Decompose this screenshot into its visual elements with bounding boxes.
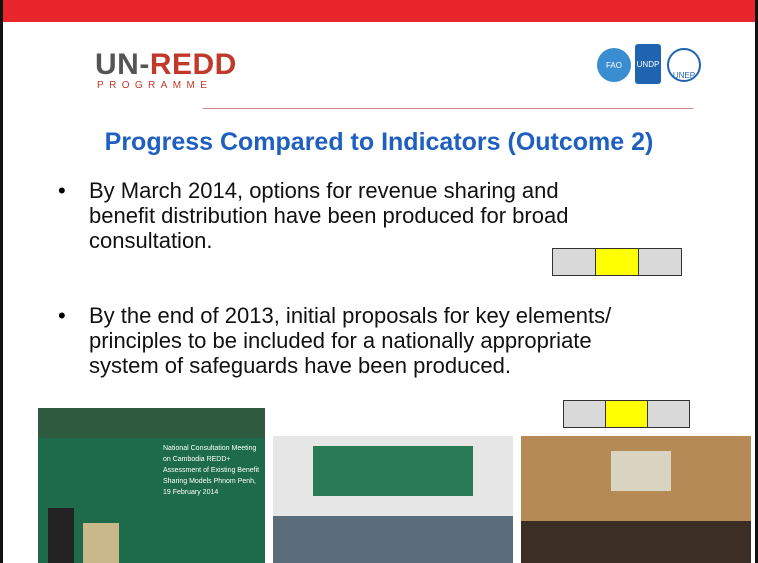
fao-logo: FAO xyxy=(597,48,631,82)
status-indicator xyxy=(563,400,690,428)
banner-text: National Consultation Meeting on Cambodi… xyxy=(163,443,261,498)
status-cell xyxy=(596,249,639,275)
slide: UN-REDD PROGRAMME FAO UNDP UNEP Progress… xyxy=(0,0,758,563)
top-bar xyxy=(3,0,758,22)
slide-title: Progress Compared to Indicators (Outcome… xyxy=(3,128,755,157)
logo-redd: REDD xyxy=(150,48,237,81)
unep-logo: UNEP xyxy=(667,48,701,82)
bullet-line: system of safeguards have been produced. xyxy=(89,353,729,378)
header-rule xyxy=(203,108,693,109)
status-cell xyxy=(639,249,681,275)
undp-logo: UNDP xyxy=(635,44,661,84)
logo-text: UN-REDD xyxy=(95,48,237,82)
status-cell xyxy=(648,401,689,427)
bullet-line: By the end of 2013, initial proposals fo… xyxy=(89,303,729,328)
bullet-line: principles to be included for a national… xyxy=(89,328,729,353)
photo-1: National Consultation Meeting on Cambodi… xyxy=(38,408,265,563)
photo-3 xyxy=(521,436,751,563)
bullet-dot: • xyxy=(58,303,66,329)
status-cell xyxy=(564,401,606,427)
status-indicator xyxy=(552,248,682,276)
bullet-line: By March 2014, options for revenue shari… xyxy=(89,178,729,203)
bullet-line: benefit distribution have been produced … xyxy=(89,203,729,228)
status-cell xyxy=(606,401,648,427)
logo-subtitle: PROGRAMME xyxy=(97,80,212,91)
status-cell xyxy=(553,249,596,275)
logo-un: UN- xyxy=(95,48,150,81)
bullet-dot: • xyxy=(58,178,66,204)
photo-2 xyxy=(273,436,513,563)
